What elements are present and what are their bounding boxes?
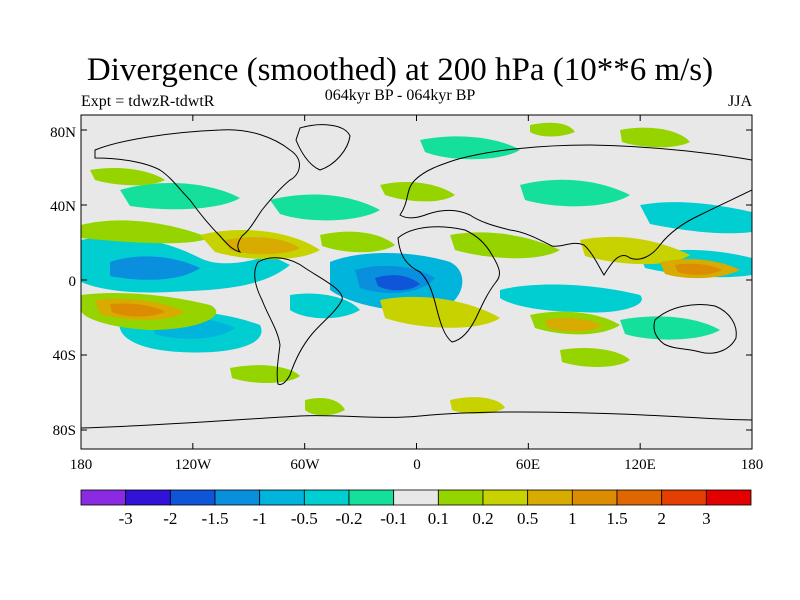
lon-label: 180 [70,457,93,473]
coastline-africa [397,226,500,343]
map-title: Divergence (smoothed) at 200 hPa (10**6 … [86,52,714,88]
coastline-greenland [295,124,351,171]
lon-label: 60W [290,457,320,473]
field-patch [580,236,690,265]
lat-label: 80S [53,423,76,439]
colorbar-swatch [80,489,127,506]
field-patch [520,179,630,207]
colorbar-swatch [259,489,305,506]
coastline-south-america [254,257,343,385]
period-subtitle: 064kyr BP - 064kyr BP [324,87,476,104]
colorbar-label: 0.1 [428,509,449,528]
colorbar-swatch [616,489,663,506]
colorbar-label: 2 [657,509,666,528]
axis-ticks [80,115,753,449]
colorbar-label: 0.2 [472,509,493,528]
colorbar-label: 1.5 [606,509,627,528]
coastline-eurasia [399,144,752,276]
field-patch [225,237,300,255]
lon-label: 120W [175,457,213,473]
colorbar-swatch [661,489,707,506]
field-patch [305,398,345,416]
field-patch [640,202,752,234]
field-patch [320,231,395,253]
lon-label: 60E [516,457,540,473]
colorbar-swatch [303,489,350,506]
field-patch [230,365,300,383]
colorbar-swatch [705,489,752,506]
field-patch [110,256,200,280]
colorbar-label: -0.5 [291,509,318,528]
field-patch [560,348,630,367]
field-patch [545,318,602,332]
field-patch [375,275,420,291]
colorbar-label: -1 [253,509,267,528]
colorbar-swatch [169,489,216,506]
colorbar [80,489,752,506]
divergence-field [81,122,752,416]
colorbar-swatch [571,489,618,506]
field-patch [450,232,560,259]
field-patch [620,316,720,340]
colorbar-label: -0.1 [380,509,407,528]
field-patch [270,194,380,221]
colorbar-swatch [348,489,395,506]
experiment-label: Expt = tdwzR-tdwtR [81,93,215,110]
colorbar-swatch [482,489,529,506]
field-patch [380,296,500,328]
field-patch [81,220,210,244]
colorbar-label: -0.2 [336,509,363,528]
lon-label: 0 [413,457,421,473]
lon-label: 120E [624,457,656,473]
coastline-antarctica [81,411,752,429]
coastline-north-america [94,129,300,253]
field-patch [675,263,722,275]
colorbar-label: -1.5 [202,509,229,528]
field-patch [380,181,455,202]
lat-label: 40N [50,199,76,215]
longitude-labels: 180 120W 60W 0 60E 120E 180 [70,457,764,473]
field-patch [110,303,165,317]
field-patch [120,183,240,210]
season-label: JJA [727,93,752,110]
field-patch [620,127,690,148]
colorbar-swatch [125,489,171,506]
field-patch [420,136,520,160]
lat-label: 0 [69,274,77,290]
field-patch [450,397,505,414]
colorbar-swatch [214,489,261,506]
field-patch [90,168,165,186]
colorbar-swatch [437,489,484,506]
colorbar-label: 1 [568,509,577,528]
field-patch [500,284,642,313]
latitude-labels: 80N 40N 0 40S 80S [50,125,76,439]
lat-label: 40S [53,348,76,364]
colorbar-swatch [527,489,573,506]
colorbar-label: 0.5 [517,509,538,528]
colorbar-label: -3 [119,509,133,528]
colorbar-swatch [393,489,439,506]
field-patch [530,122,575,137]
lon-label: 180 [741,457,764,473]
colorbar-label: -2 [163,509,177,528]
coastline-australia [653,304,737,354]
lat-label: 80N [50,125,76,141]
colorbar-labels: -3 -2 -1.5 -1 -0.5 -0.2 -0.1 0.1 0.2 0.5 1 1.5 2 3 [119,509,711,528]
coastlines [81,124,752,429]
colorbar-label: 3 [702,509,711,528]
